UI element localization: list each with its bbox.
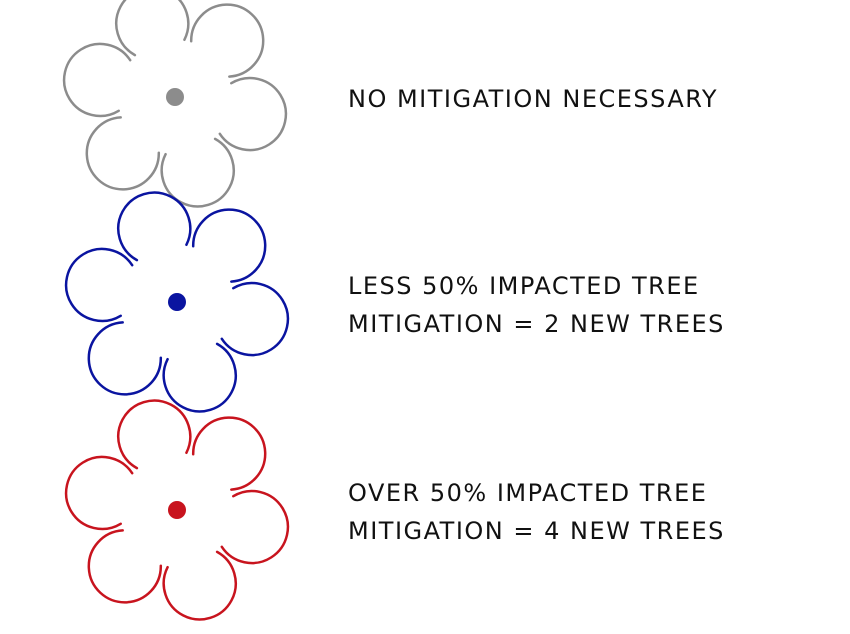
page: NO MITIGATION NECESSARY LESS 50% IMPACTED… [0,0,850,634]
legend: NO MITIGATION NECESSARY LESS 50% IMPACTED… [0,0,850,634]
tree-center-dot [168,501,186,519]
legend-label: NO MITIGATION NECESSARY [348,85,718,113]
legend-label: MITIGATION = 4 NEW TREES [348,517,725,545]
tree-center-dot [168,293,186,311]
legend-label: LESS 50% IMPACTED TREE [348,272,700,300]
legend-item: NO MITIGATION NECESSARY [64,0,718,206]
tree-center-dot [166,88,184,106]
legend-label: OVER 50% IMPACTED TREE [348,479,707,507]
legend-label: MITIGATION = 2 NEW TREES [348,310,725,338]
legend-item: LESS 50% IMPACTED TREE MITIGATION = 2 NEW… [66,193,725,412]
legend-item: OVER 50% IMPACTED TREE MITIGATION = 4 NEW… [66,401,725,620]
